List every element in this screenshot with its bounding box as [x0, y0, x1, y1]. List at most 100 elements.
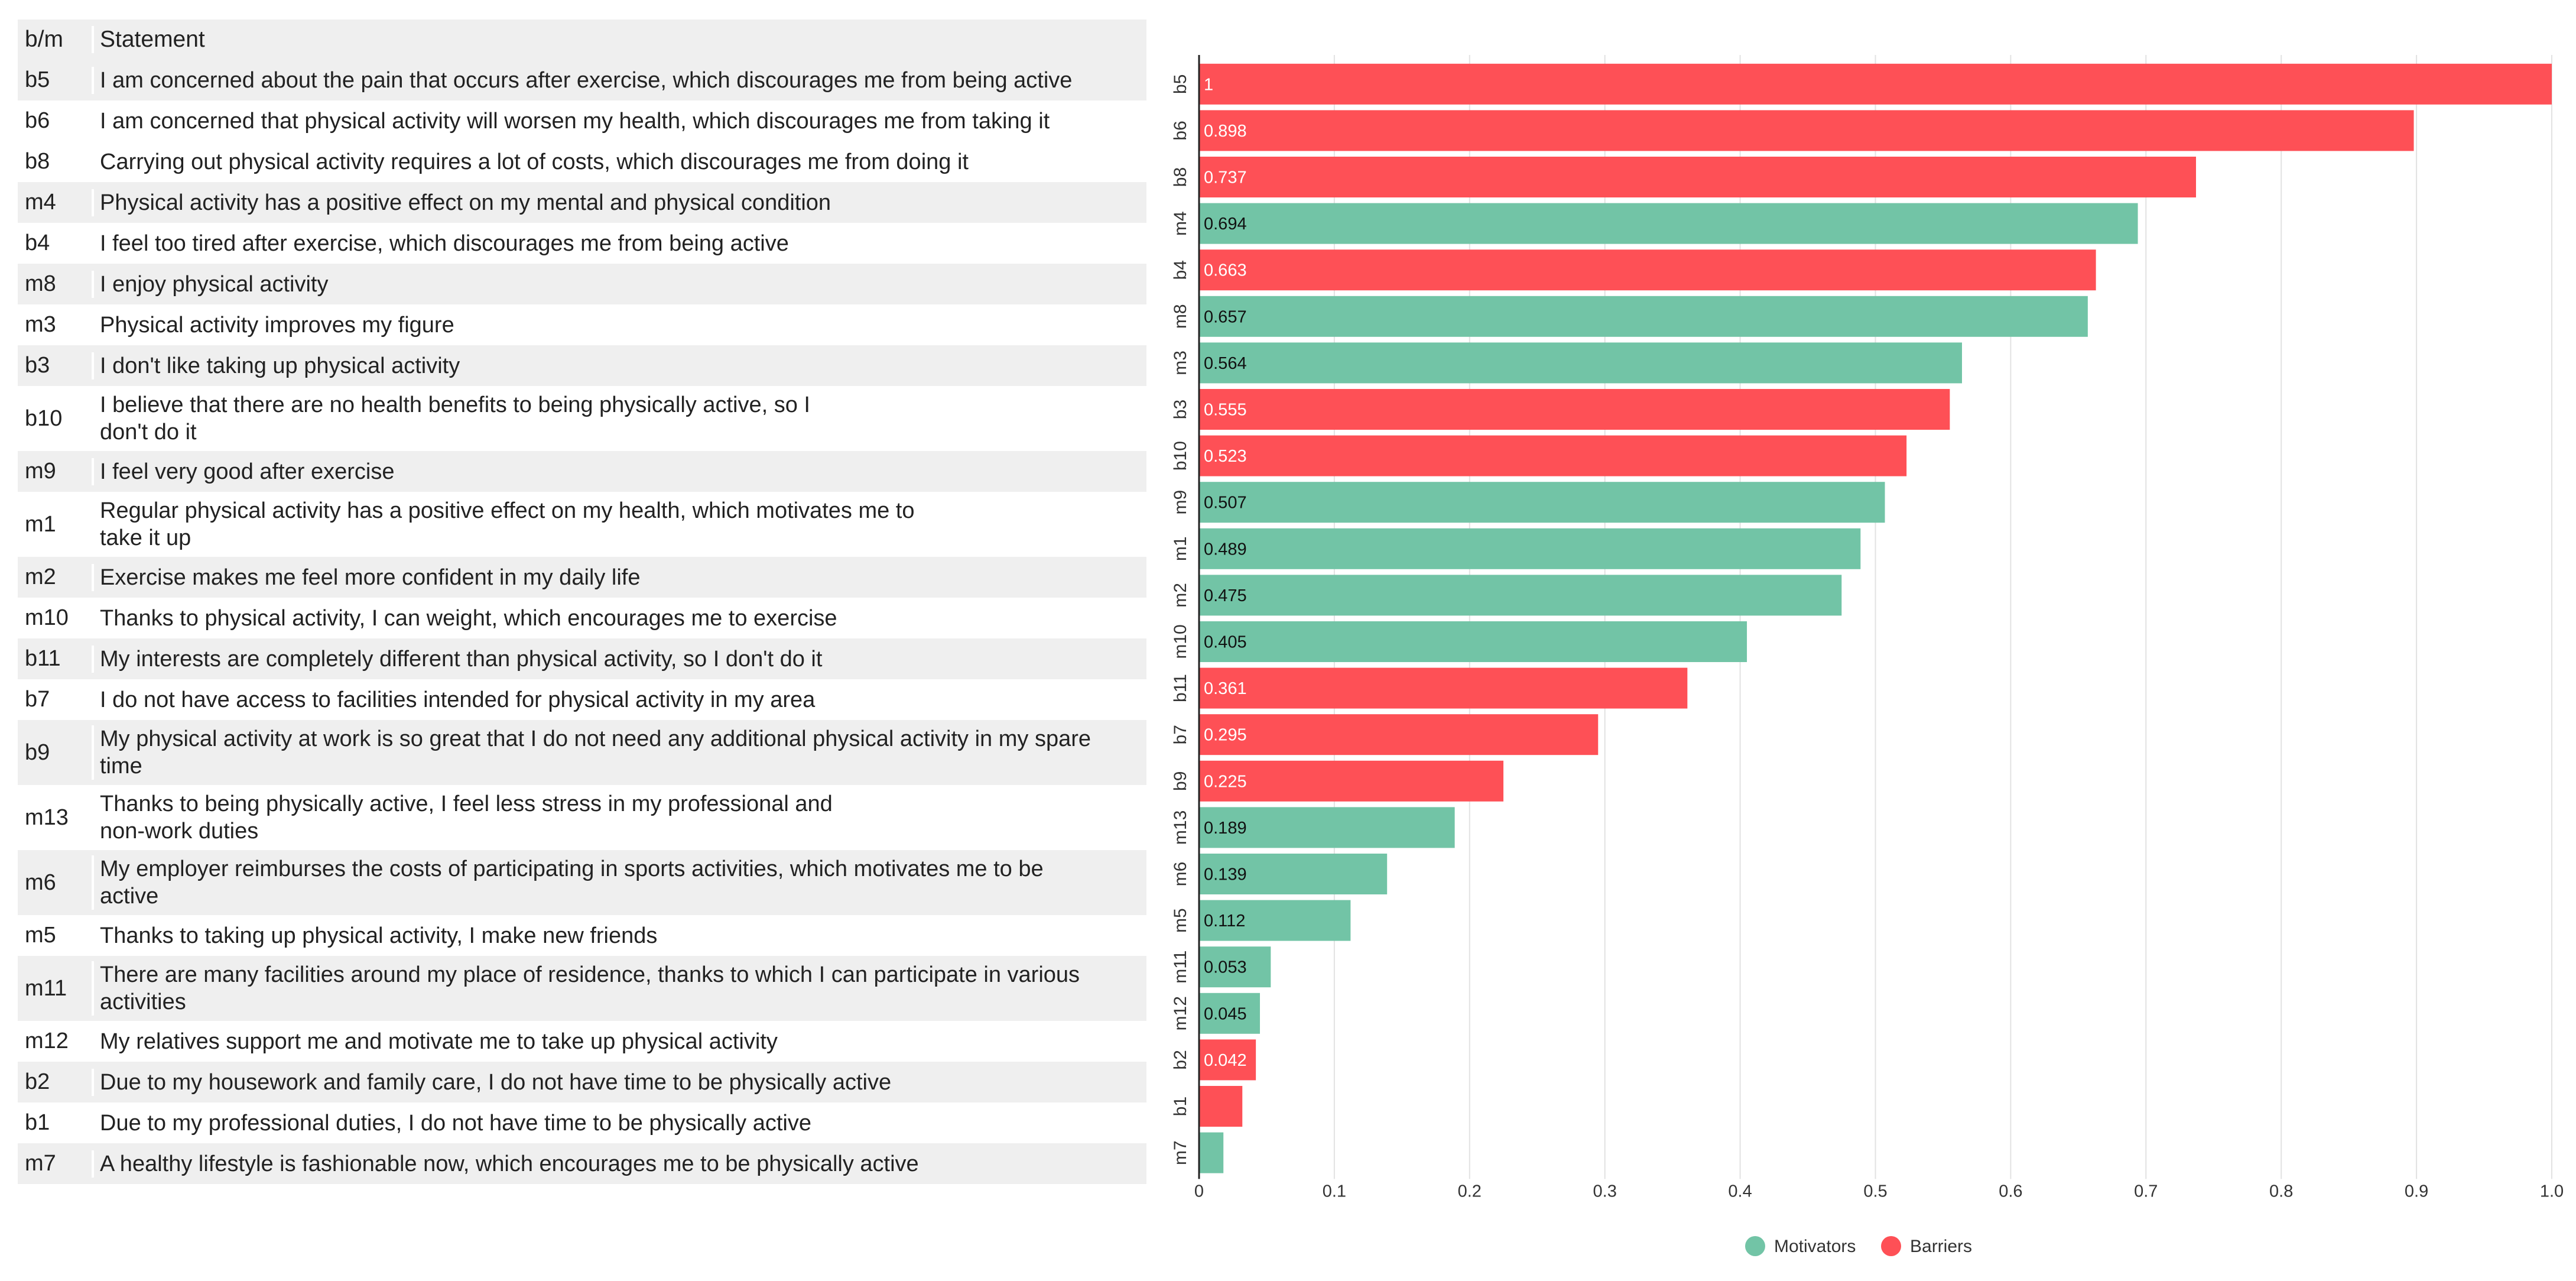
bar-m8	[1199, 296, 2088, 337]
row-code: b11	[25, 646, 61, 671]
x-tick-label: 0.8	[2269, 1182, 2293, 1201]
bar-b10	[1199, 435, 1907, 476]
y-category-label: m9	[1171, 490, 1190, 515]
bar-m5	[1199, 900, 1351, 941]
data-label-m2: 0.475	[1204, 586, 1247, 605]
bar-b6	[1199, 110, 2414, 151]
bar-b4	[1199, 249, 2096, 291]
row-code: m5	[25, 923, 56, 948]
data-label-m4: 0.694	[1204, 215, 1247, 234]
row-statement: Carrying out physical activity requires …	[92, 148, 1146, 176]
data-label-b2: 0.042	[1204, 1051, 1247, 1070]
x-tick-label: 0.9	[2405, 1182, 2428, 1201]
row-statement: I am concerned about the pain that occur…	[92, 66, 1146, 94]
row-code: b9	[25, 740, 50, 765]
header-statement: Statement	[92, 26, 1146, 53]
row-code: b6	[25, 108, 50, 133]
row-statement: My employer reimburses the costs of part…	[92, 855, 1146, 910]
row-code: b10	[25, 406, 63, 431]
y-category-label: m5	[1171, 908, 1190, 933]
motivators-legend-label: Motivators	[1774, 1237, 1856, 1256]
data-label-m5: 0.112	[1204, 912, 1245, 930]
bar-m10	[1199, 621, 1747, 662]
x-axis-tick-labels: 0 0.1 0.2 0.3 0.4 0.5 0.6 0.7 0.8 0.9 1.0	[1194, 1182, 2564, 1201]
row-code: m12	[25, 1029, 69, 1053]
row-statement: My interests are completely different th…	[92, 645, 1146, 673]
bar-chart: 1 0.898 0.737 0.694 0.663 0.657 0.564 0.555 0.52…	[1171, 55, 2564, 1256]
bar-b7	[1199, 714, 1599, 755]
table-row: m8 I enjoy physical activity	[18, 264, 1146, 304]
table-row: b6 I am concerned that physical activity …	[18, 100, 1146, 141]
row-statement: Physical activity has a positive effect …	[92, 189, 1146, 216]
y-category-label: m6	[1171, 862, 1190, 887]
bar-m7	[1199, 1132, 1224, 1173]
barriers-legend-label: Barriers	[1910, 1237, 1972, 1256]
x-tick-label: 0.1	[1323, 1182, 1346, 1201]
data-label-m13: 0.189	[1204, 819, 1247, 838]
x-tick-label: 0.5	[1863, 1182, 1887, 1201]
row-statement: Thanks to taking up physical activity, I…	[92, 922, 1146, 949]
statement-table: b/m Statement b5 I am concerned about the…	[18, 20, 1146, 1184]
bars	[1199, 63, 2552, 1173]
y-category-label: b3	[1171, 400, 1190, 419]
data-label-b5: 1	[1204, 75, 1213, 94]
table-body: b5 I am concerned about the pain that occ…	[18, 60, 1146, 1184]
row-statement: I am concerned that physical activity wi…	[92, 107, 1146, 135]
table-row: m5 Thanks to taking up physical activity,…	[18, 915, 1146, 956]
table-row: b11 My interests are completely different…	[18, 638, 1146, 679]
row-code: m11	[25, 975, 67, 1001]
row-statement: I do not have access to facilities inten…	[92, 686, 1146, 714]
bar-b5	[1199, 63, 2552, 105]
bar-m3	[1199, 342, 1962, 384]
data-label-b9: 0.225	[1204, 772, 1247, 791]
bar-m12	[1199, 993, 1261, 1034]
table-row: m2 Exercise makes me feel more confident …	[18, 557, 1146, 598]
bar-m9	[1199, 482, 1885, 523]
y-category-label: m2	[1171, 583, 1190, 608]
row-code: b4	[25, 231, 50, 255]
table-row: m4 Physical activity has a positive effec…	[18, 182, 1146, 223]
table-row: b9 My physical activity at work is so gre…	[18, 720, 1146, 785]
bar-m4	[1199, 203, 2138, 244]
y-category-label: m1	[1171, 536, 1190, 561]
row-code: b7	[25, 687, 50, 712]
table-row: b4 I feel too tired after exercise, which…	[18, 223, 1146, 264]
bar-b1	[1199, 1086, 1243, 1127]
y-category-label: m7	[1171, 1140, 1190, 1165]
data-label-m12: 0.045	[1204, 1004, 1247, 1023]
row-code: m13	[25, 805, 69, 830]
header-code: b/m	[25, 27, 64, 52]
data-label-m1: 0.489	[1204, 540, 1247, 559]
row-code: b8	[25, 149, 50, 174]
row-code: b2	[25, 1069, 50, 1094]
bar-m1	[1199, 528, 1861, 569]
table-row: m9 I feel very good after exercise	[18, 451, 1146, 492]
row-statement: My physical activity at work is so great…	[92, 725, 1146, 780]
table-row: b5 I am concerned about the pain that occ…	[18, 60, 1146, 100]
row-statement: Due to my professional duties, I do not …	[92, 1109, 1146, 1137]
row-code: m6	[25, 870, 56, 895]
row-statement: I believe that there are no health benef…	[92, 391, 1146, 446]
data-label-m8: 0.657	[1204, 307, 1247, 326]
row-statement: I feel too tired after exercise, which d…	[92, 229, 1146, 257]
y-category-label: b6	[1171, 121, 1190, 140]
bar-m13	[1199, 807, 1455, 848]
row-code: m8	[25, 271, 56, 296]
row-statement: A healthy lifestyle is fashionable now, …	[92, 1150, 1146, 1178]
y-category-label: b11	[1171, 674, 1190, 702]
row-code: m1	[25, 511, 56, 537]
bar-m2	[1199, 575, 1842, 616]
y-category-label: m13	[1171, 810, 1190, 845]
y-category-label: b10	[1171, 441, 1190, 471]
data-label-m3: 0.564	[1204, 354, 1247, 373]
x-tick-label: 0.6	[1999, 1182, 2022, 1201]
row-statement: I don't like taking up physical activity	[92, 352, 1146, 380]
bar-b8	[1199, 157, 2196, 197]
row-statement: There are many facilities around my plac…	[92, 961, 1146, 1016]
table-row: m7 A healthy lifestyle is fashionable now…	[18, 1143, 1146, 1184]
x-tick-label: 1.0	[2540, 1182, 2564, 1201]
bar-b2	[1199, 1039, 1256, 1081]
y-category-label: m8	[1171, 304, 1190, 329]
y-category-label: b9	[1171, 771, 1190, 791]
x-tick-label: 0.3	[1593, 1182, 1617, 1201]
